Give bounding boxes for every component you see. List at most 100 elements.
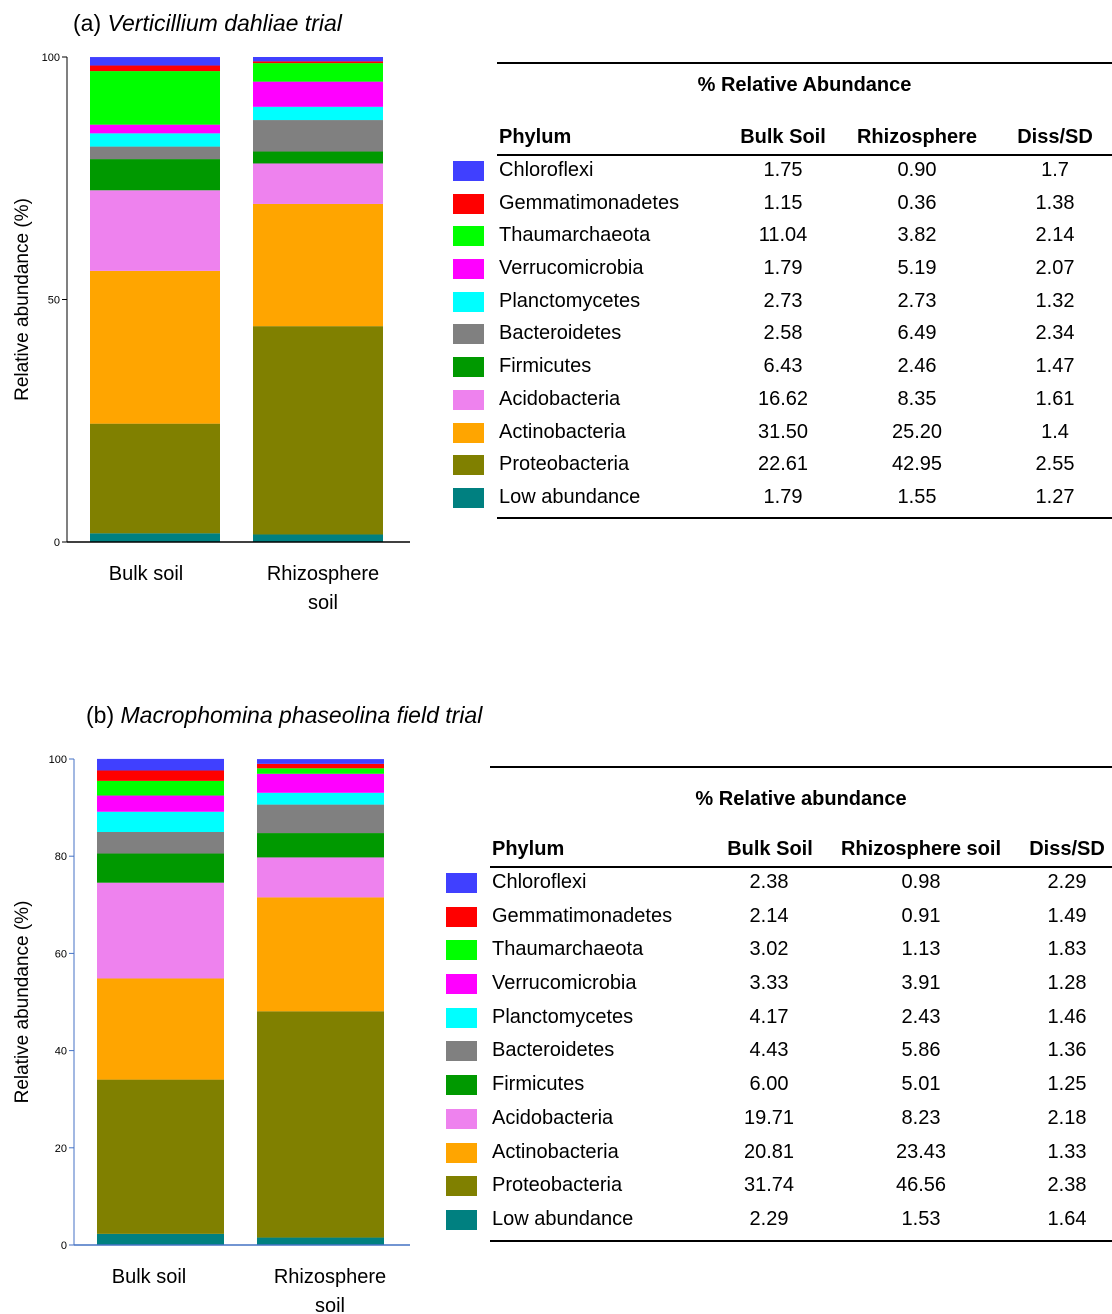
- cell-diss-sd: 1.28: [1047, 972, 1087, 995]
- cell-diss-sd: 1.83: [1047, 938, 1087, 961]
- y-tick-label: 80: [55, 851, 67, 863]
- cell-bulk-soil: 6.43: [763, 355, 803, 378]
- cell-rhizosphere: 8.35: [897, 387, 937, 410]
- cell-diss-sd: 1.7: [1041, 159, 1069, 181]
- cell-rhizosphere: 2.43: [901, 1005, 941, 1028]
- segment-bulk-soil-proteobacteria: [97, 1079, 224, 1234]
- y-tick-label: 0: [61, 1240, 67, 1252]
- segment-rhizosphere-soil-gemmatimonadetes: [257, 763, 384, 769]
- cell-diss-sd: 2.34: [1035, 322, 1075, 345]
- cell-phylum: Gemmatimonadetes: [492, 904, 673, 927]
- cell-rhizosphere: 1.13: [901, 938, 941, 961]
- cell-diss-sd: 1.38: [1035, 191, 1075, 214]
- cell-bulk-soil: 4.43: [749, 1039, 789, 1062]
- x-tick-label: Rhizosphere soil: [274, 1266, 386, 1314]
- segment-rhizosphere-soil-low-abundance: [253, 534, 383, 542]
- y-tick-label: 50: [48, 295, 60, 307]
- table-row: Actinobacteria 20.81 23.43 1.33: [446, 1137, 1112, 1171]
- legend-swatch-firmicutes: [453, 357, 484, 378]
- legend-swatch-proteobacteria: [446, 1176, 477, 1197]
- panel-b: (b) Macrophomina phaseolina field trial …: [0, 690, 1112, 1314]
- cell-phylum: Bacteroidetes: [499, 322, 622, 345]
- cell-phylum: Chloroflexi: [492, 871, 587, 893]
- table-row: Firmicutes 6.00 5.01 1.25: [446, 1069, 1112, 1103]
- segment-bulk-soil-low-abundance: [90, 533, 220, 542]
- cell-bulk-soil: 1.15: [763, 191, 803, 214]
- cell-bulk-soil: 1.75: [763, 159, 803, 181]
- segment-rhizosphere-soil-thaumarchaeota: [257, 768, 384, 774]
- table-top-rule: [497, 62, 1112, 64]
- table-row: Chloroflexi 1.75 0.90 1.7: [453, 155, 1112, 188]
- segment-bulk-soil-firmicutes: [90, 159, 220, 191]
- cell-bulk-soil: 11.04: [758, 224, 808, 247]
- cell-rhizosphere: 42.95: [891, 453, 943, 476]
- cell-phylum: Firmicutes: [492, 1073, 585, 1096]
- table-top-rule: [490, 766, 1112, 768]
- table-row: Verrucomicrobia 1.79 5.19 2.07: [453, 253, 1112, 286]
- cell-bulk-soil: 1.79: [763, 485, 803, 508]
- legend-swatch-planctomycetes: [453, 291, 484, 312]
- segment-rhizosphere-soil-bacteroidetes: [253, 120, 383, 152]
- cell-bulk-soil: 31.74: [743, 1174, 795, 1197]
- cell-rhizosphere: 0.91: [901, 904, 941, 927]
- col-header-phylum: Phylum: [492, 838, 565, 860]
- table-row: Gemmatimonadetes 2.14 0.91 1.49: [446, 901, 1112, 935]
- cell-diss-sd: 1.49: [1047, 904, 1087, 927]
- cell-rhizosphere: 23.43: [895, 1140, 947, 1163]
- cell-bulk-soil: 2.73: [763, 289, 803, 312]
- cell-phylum: Proteobacteria: [492, 1174, 623, 1197]
- legend-swatch-acidobacteria: [453, 389, 484, 410]
- legend-swatch-verrucomicrobia: [446, 974, 477, 995]
- cell-bulk-soil: 2.14: [749, 904, 789, 927]
- legend-swatch-acidobacteria: [446, 1108, 477, 1129]
- bar-rhizosphere-soil: [257, 759, 384, 1245]
- table-row: Acidobacteria 16.62 8.35 1.61: [453, 384, 1112, 417]
- legend-swatch-low-abundance: [446, 1209, 477, 1230]
- cell-diss-sd: 1.46: [1047, 1005, 1087, 1028]
- segment-bulk-soil-firmicutes: [97, 853, 224, 883]
- table-row: Planctomycetes 2.73 2.73 1.32: [453, 286, 1112, 319]
- table-row: Verrucomicrobia 3.33 3.91 1.28: [446, 968, 1112, 1002]
- cell-rhizosphere: 2.46: [897, 355, 937, 378]
- cell-diss-sd: 1.25: [1047, 1073, 1087, 1096]
- y-tick-label: 40: [55, 1046, 67, 1058]
- cell-rhizosphere: 3.91: [901, 972, 941, 995]
- legend-swatch-actinobacteria: [453, 422, 484, 443]
- col-header-bulk: Bulk Soil: [727, 838, 813, 860]
- col-header-diss: Diss/SD: [1029, 838, 1105, 860]
- cell-bulk-soil: 4.17: [749, 1005, 789, 1028]
- table-row: Firmicutes 6.43 2.46 1.47: [453, 351, 1112, 384]
- segment-bulk-soil-proteobacteria: [90, 423, 220, 534]
- legend-swatch-firmicutes: [446, 1075, 477, 1096]
- cell-rhizosphere: 5.19: [897, 257, 937, 280]
- cell-diss-sd: 2.07: [1035, 257, 1075, 280]
- legend-swatch-chloroflexi: [446, 873, 477, 893]
- segment-rhizosphere-soil-planctomycetes: [257, 792, 384, 805]
- cell-bulk-soil: 31.50: [757, 420, 809, 443]
- cell-phylum: Acidobacteria: [499, 387, 621, 410]
- cell-phylum: Proteobacteria: [499, 453, 630, 476]
- panel-b-trial-name: Macrophomina phaseolina field trial: [120, 702, 483, 728]
- panel-a: (a) Verticillium dahliae trial 0 50 100 Rel…: [0, 0, 1112, 640]
- cell-phylum: Planctomycetes: [492, 1005, 634, 1028]
- segment-bulk-soil-gemmatimonadetes: [90, 65, 220, 72]
- legend-swatch-actinobacteria: [446, 1142, 477, 1163]
- table-row: Proteobacteria 31.74 46.56 2.38: [446, 1170, 1112, 1204]
- cell-phylum: Actinobacteria: [492, 1140, 619, 1163]
- chart-a-stacked-bar: 0 50 100 Relative abundance (%) Bulk soil Rhi…: [12, 52, 410, 614]
- bar-rhizosphere-soil: [253, 57, 383, 542]
- cell-diss-sd: 1.33: [1047, 1140, 1087, 1163]
- cell-bulk-soil: 19.71: [743, 1106, 795, 1129]
- table-header-row: Phylum Bulk Soil Rhizosphere Diss/SD: [497, 126, 1112, 156]
- cell-phylum: Chloroflexi: [499, 159, 594, 181]
- cell-rhizosphere: 25.20: [891, 420, 943, 443]
- cell-diss-sd: 1.27: [1035, 485, 1075, 508]
- table-row: Gemmatimonadetes 1.15 0.36 1.38: [453, 188, 1112, 221]
- panel-b-title: (b) Macrophomina phaseolina field trial: [86, 702, 482, 729]
- segment-bulk-soil-bacteroidetes: [97, 831, 224, 854]
- segment-rhizosphere-soil-low-abundance: [257, 1237, 384, 1245]
- cell-phylum: Bacteroidetes: [492, 1039, 615, 1062]
- legend-swatch-gemmatimonadetes: [453, 193, 484, 214]
- segment-bulk-soil-planctomycetes: [90, 133, 220, 147]
- cell-phylum: Acidobacteria: [492, 1106, 614, 1129]
